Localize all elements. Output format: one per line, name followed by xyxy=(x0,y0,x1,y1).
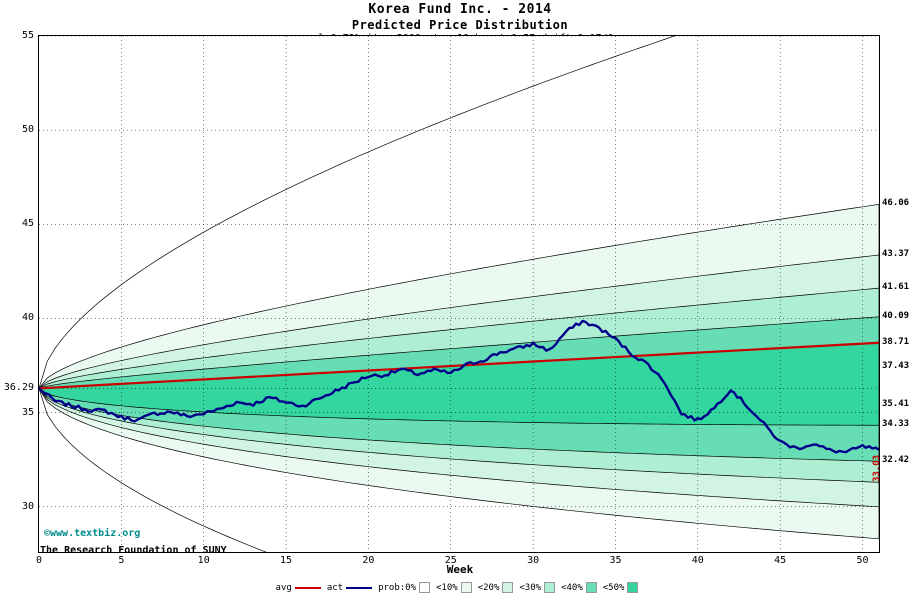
plot-area xyxy=(38,35,880,553)
legend-line-swatch xyxy=(294,586,321,589)
right-label-41.61: 41.61 xyxy=(882,282,910,293)
legend-color-swatch xyxy=(627,582,639,593)
legend-label: prob:0% xyxy=(378,582,417,593)
x-tick-50: 50 xyxy=(856,555,869,566)
legend-color-swatch xyxy=(419,582,431,593)
legend-color-swatch xyxy=(544,582,556,593)
legend-label: <10% xyxy=(436,582,458,593)
right-label-40.09: 40.09 xyxy=(882,310,910,321)
legend-label: avg xyxy=(275,582,292,593)
legend-label: <40% xyxy=(561,582,583,593)
y-tick-35: 35 xyxy=(21,406,34,418)
chart-legend: avg act prob:0% <10% <20% <30% <40% <50% xyxy=(0,582,920,593)
legend-item-act: act xyxy=(326,582,373,593)
legend-color-swatch xyxy=(460,582,472,593)
x-axis-label: Week xyxy=(446,563,474,576)
x-tick-10: 10 xyxy=(197,555,210,566)
chart-title: Korea Fund Inc. - 2014 xyxy=(368,2,552,17)
x-tick-25: 25 xyxy=(444,555,457,566)
y-tick-30: 30 xyxy=(21,500,34,512)
last-price-label: 33.03 xyxy=(872,454,882,482)
legend-item--10-: <10% xyxy=(436,582,472,593)
copyright-text: ©www.textbiz.org xyxy=(44,528,141,539)
right-label-35.41: 35.41 xyxy=(882,398,910,409)
legend-item--30-: <30% xyxy=(519,582,556,593)
right-label-43.37: 43.37 xyxy=(882,249,910,260)
legend-color-swatch xyxy=(502,582,514,593)
legend-label: act xyxy=(326,582,344,593)
y-tick-50: 50 xyxy=(21,124,34,136)
right-label-32.42: 32.42 xyxy=(882,455,910,466)
right-label-34.33: 34.33 xyxy=(882,419,910,430)
right-label-37.43: 37.43 xyxy=(882,360,910,371)
y-tick-45: 45 xyxy=(21,218,34,230)
x-tick-40: 40 xyxy=(691,555,704,566)
y-tick-55: 55 xyxy=(21,30,34,41)
legend-item--40-: <40% xyxy=(561,582,597,593)
x-tick-45: 45 xyxy=(774,555,787,566)
y-tick-40: 40 xyxy=(21,312,34,324)
legend-item--50-: <50% xyxy=(603,582,639,593)
foundation-text: The Research Foundation of SUNY xyxy=(40,545,227,556)
y-tick-start-price: 36.29 xyxy=(3,382,34,394)
legend-item-avg: avg xyxy=(276,583,321,593)
legend-item-prob-0-: prob:0% xyxy=(378,582,431,593)
legend-item--20-: <20% xyxy=(478,582,514,593)
x-tick-15: 15 xyxy=(280,555,293,566)
right-label-38.71: 38.71 xyxy=(882,336,910,347)
legend-line-swatch xyxy=(346,586,373,589)
legend-label: <50% xyxy=(602,582,625,593)
chart-subtitle: Predicted Price Distribution xyxy=(351,18,569,32)
right-label-46.06: 46.06 xyxy=(882,198,910,209)
x-tick-20: 20 xyxy=(362,555,375,566)
x-tick-35: 35 xyxy=(609,555,622,566)
legend-color-swatch xyxy=(585,582,597,593)
x-tick-0: 0 xyxy=(35,555,43,566)
x-tick-5: 5 xyxy=(118,555,125,566)
x-tick-30: 30 xyxy=(527,555,540,566)
legend-label: <30% xyxy=(519,582,542,593)
plot-svg xyxy=(39,36,879,552)
legend-label: <20% xyxy=(477,582,500,593)
